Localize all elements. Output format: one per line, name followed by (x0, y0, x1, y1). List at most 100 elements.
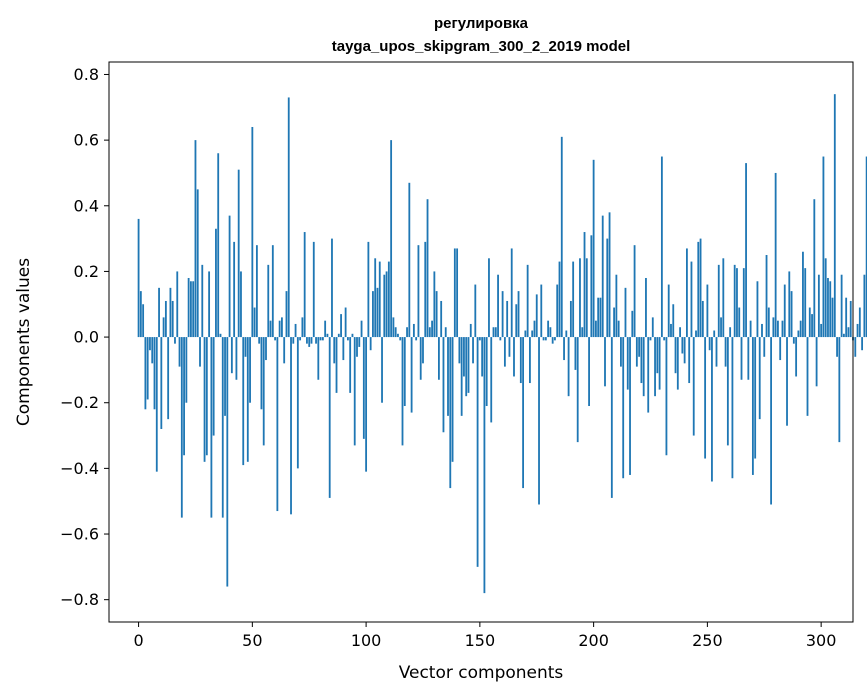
bar-26 (196, 189, 199, 338)
bar-235 (672, 304, 675, 338)
bar-124 (419, 337, 422, 380)
bar-220 (638, 337, 641, 357)
bar-34 (215, 228, 217, 338)
bar-255 (717, 264, 720, 338)
bar-242 (688, 337, 691, 384)
bar-115 (399, 337, 402, 341)
bar-311 (845, 297, 848, 338)
bar-106 (378, 261, 381, 338)
bar-30 (205, 337, 208, 456)
bar-118 (406, 327, 408, 338)
bar-25 (194, 140, 197, 338)
bar-143 (463, 337, 465, 377)
bar-286 (788, 271, 791, 338)
bar-21 (185, 337, 188, 403)
bar-306 (833, 94, 836, 338)
bar-213 (622, 337, 625, 479)
bar-7 (153, 337, 156, 410)
bar-137 (449, 337, 452, 489)
bar-172 (529, 337, 531, 384)
bar-9 (158, 287, 160, 338)
chart-subtitle: tayga_upos_skipgram_300_2_2019 model (332, 38, 631, 55)
x-tick-label: 50 (242, 631, 262, 650)
bar-252 (711, 337, 713, 482)
bar-58 (269, 320, 272, 338)
bar-117 (403, 337, 406, 407)
bar-112 (392, 317, 395, 338)
bar-123 (417, 245, 420, 338)
bar-237 (676, 337, 679, 390)
bar-269 (749, 320, 752, 338)
bar-88 (337, 333, 340, 338)
bar-63 (281, 317, 283, 338)
bar-231 (663, 337, 666, 341)
bar-52 (255, 245, 258, 338)
bar-198 (588, 337, 590, 407)
bar-309 (840, 274, 843, 338)
bar-268 (747, 337, 750, 380)
bar-127 (426, 199, 429, 338)
bar-294 (806, 337, 809, 416)
bar-11 (162, 317, 165, 338)
bar-28 (201, 264, 204, 338)
bar-257 (722, 258, 725, 338)
y-axis-label: Components values (14, 258, 34, 426)
bar-201 (594, 320, 597, 338)
bar-89 (340, 314, 342, 338)
bar-148 (474, 284, 477, 338)
bar-50 (251, 126, 254, 338)
bar-122 (415, 337, 418, 341)
bar-236 (674, 337, 677, 374)
bar-141 (458, 337, 461, 364)
bar-81 (321, 337, 324, 341)
bar-67 (290, 337, 292, 515)
bar-165 (513, 337, 515, 377)
y-tick-label: 0.2 (74, 262, 99, 281)
bar-197 (585, 258, 588, 338)
bar-243 (690, 261, 693, 338)
bar-64 (283, 337, 286, 364)
bar-92 (346, 337, 349, 341)
bar-308 (838, 337, 841, 443)
bar-272 (756, 281, 759, 338)
bar-284 (783, 284, 786, 338)
bar-208 (610, 337, 613, 498)
y-tick-label: 0.0 (74, 328, 99, 347)
bar-155 (490, 337, 493, 423)
bar-275 (763, 337, 766, 357)
bar-59 (271, 245, 274, 338)
bar-91 (344, 307, 347, 338)
bar-206 (606, 238, 609, 338)
bar-302 (824, 258, 827, 338)
bar-176 (538, 337, 540, 505)
bar-291 (799, 320, 802, 338)
bar-147 (472, 337, 474, 364)
bar-40 (228, 215, 231, 338)
x-tick-label: 0 (133, 631, 143, 650)
bar-194 (579, 258, 581, 338)
bar-271 (754, 337, 757, 459)
bar-187 (563, 337, 565, 361)
bar-317 (858, 307, 861, 338)
bar-200 (592, 159, 595, 338)
bar-49 (249, 337, 251, 403)
y-tick-label: 0.4 (74, 196, 99, 215)
bar-212 (620, 337, 622, 367)
bar-75 (308, 337, 311, 347)
bar-133 (440, 300, 443, 338)
y-tick-label: 0.6 (74, 131, 99, 150)
x-axis-label: Vector components (399, 663, 564, 683)
bar-16 (174, 337, 176, 344)
bar-104 (374, 258, 377, 338)
bar-320 (865, 156, 867, 338)
bar-120 (410, 337, 413, 413)
bar-221 (640, 337, 643, 384)
bar-259 (726, 337, 729, 446)
bar-216 (629, 337, 631, 475)
bar-154 (488, 258, 490, 338)
bar-249 (704, 337, 707, 459)
bar-85 (331, 238, 333, 338)
y-tick-label: −0.4 (60, 459, 99, 478)
bar-163 (508, 337, 511, 357)
bar-107 (381, 337, 383, 403)
